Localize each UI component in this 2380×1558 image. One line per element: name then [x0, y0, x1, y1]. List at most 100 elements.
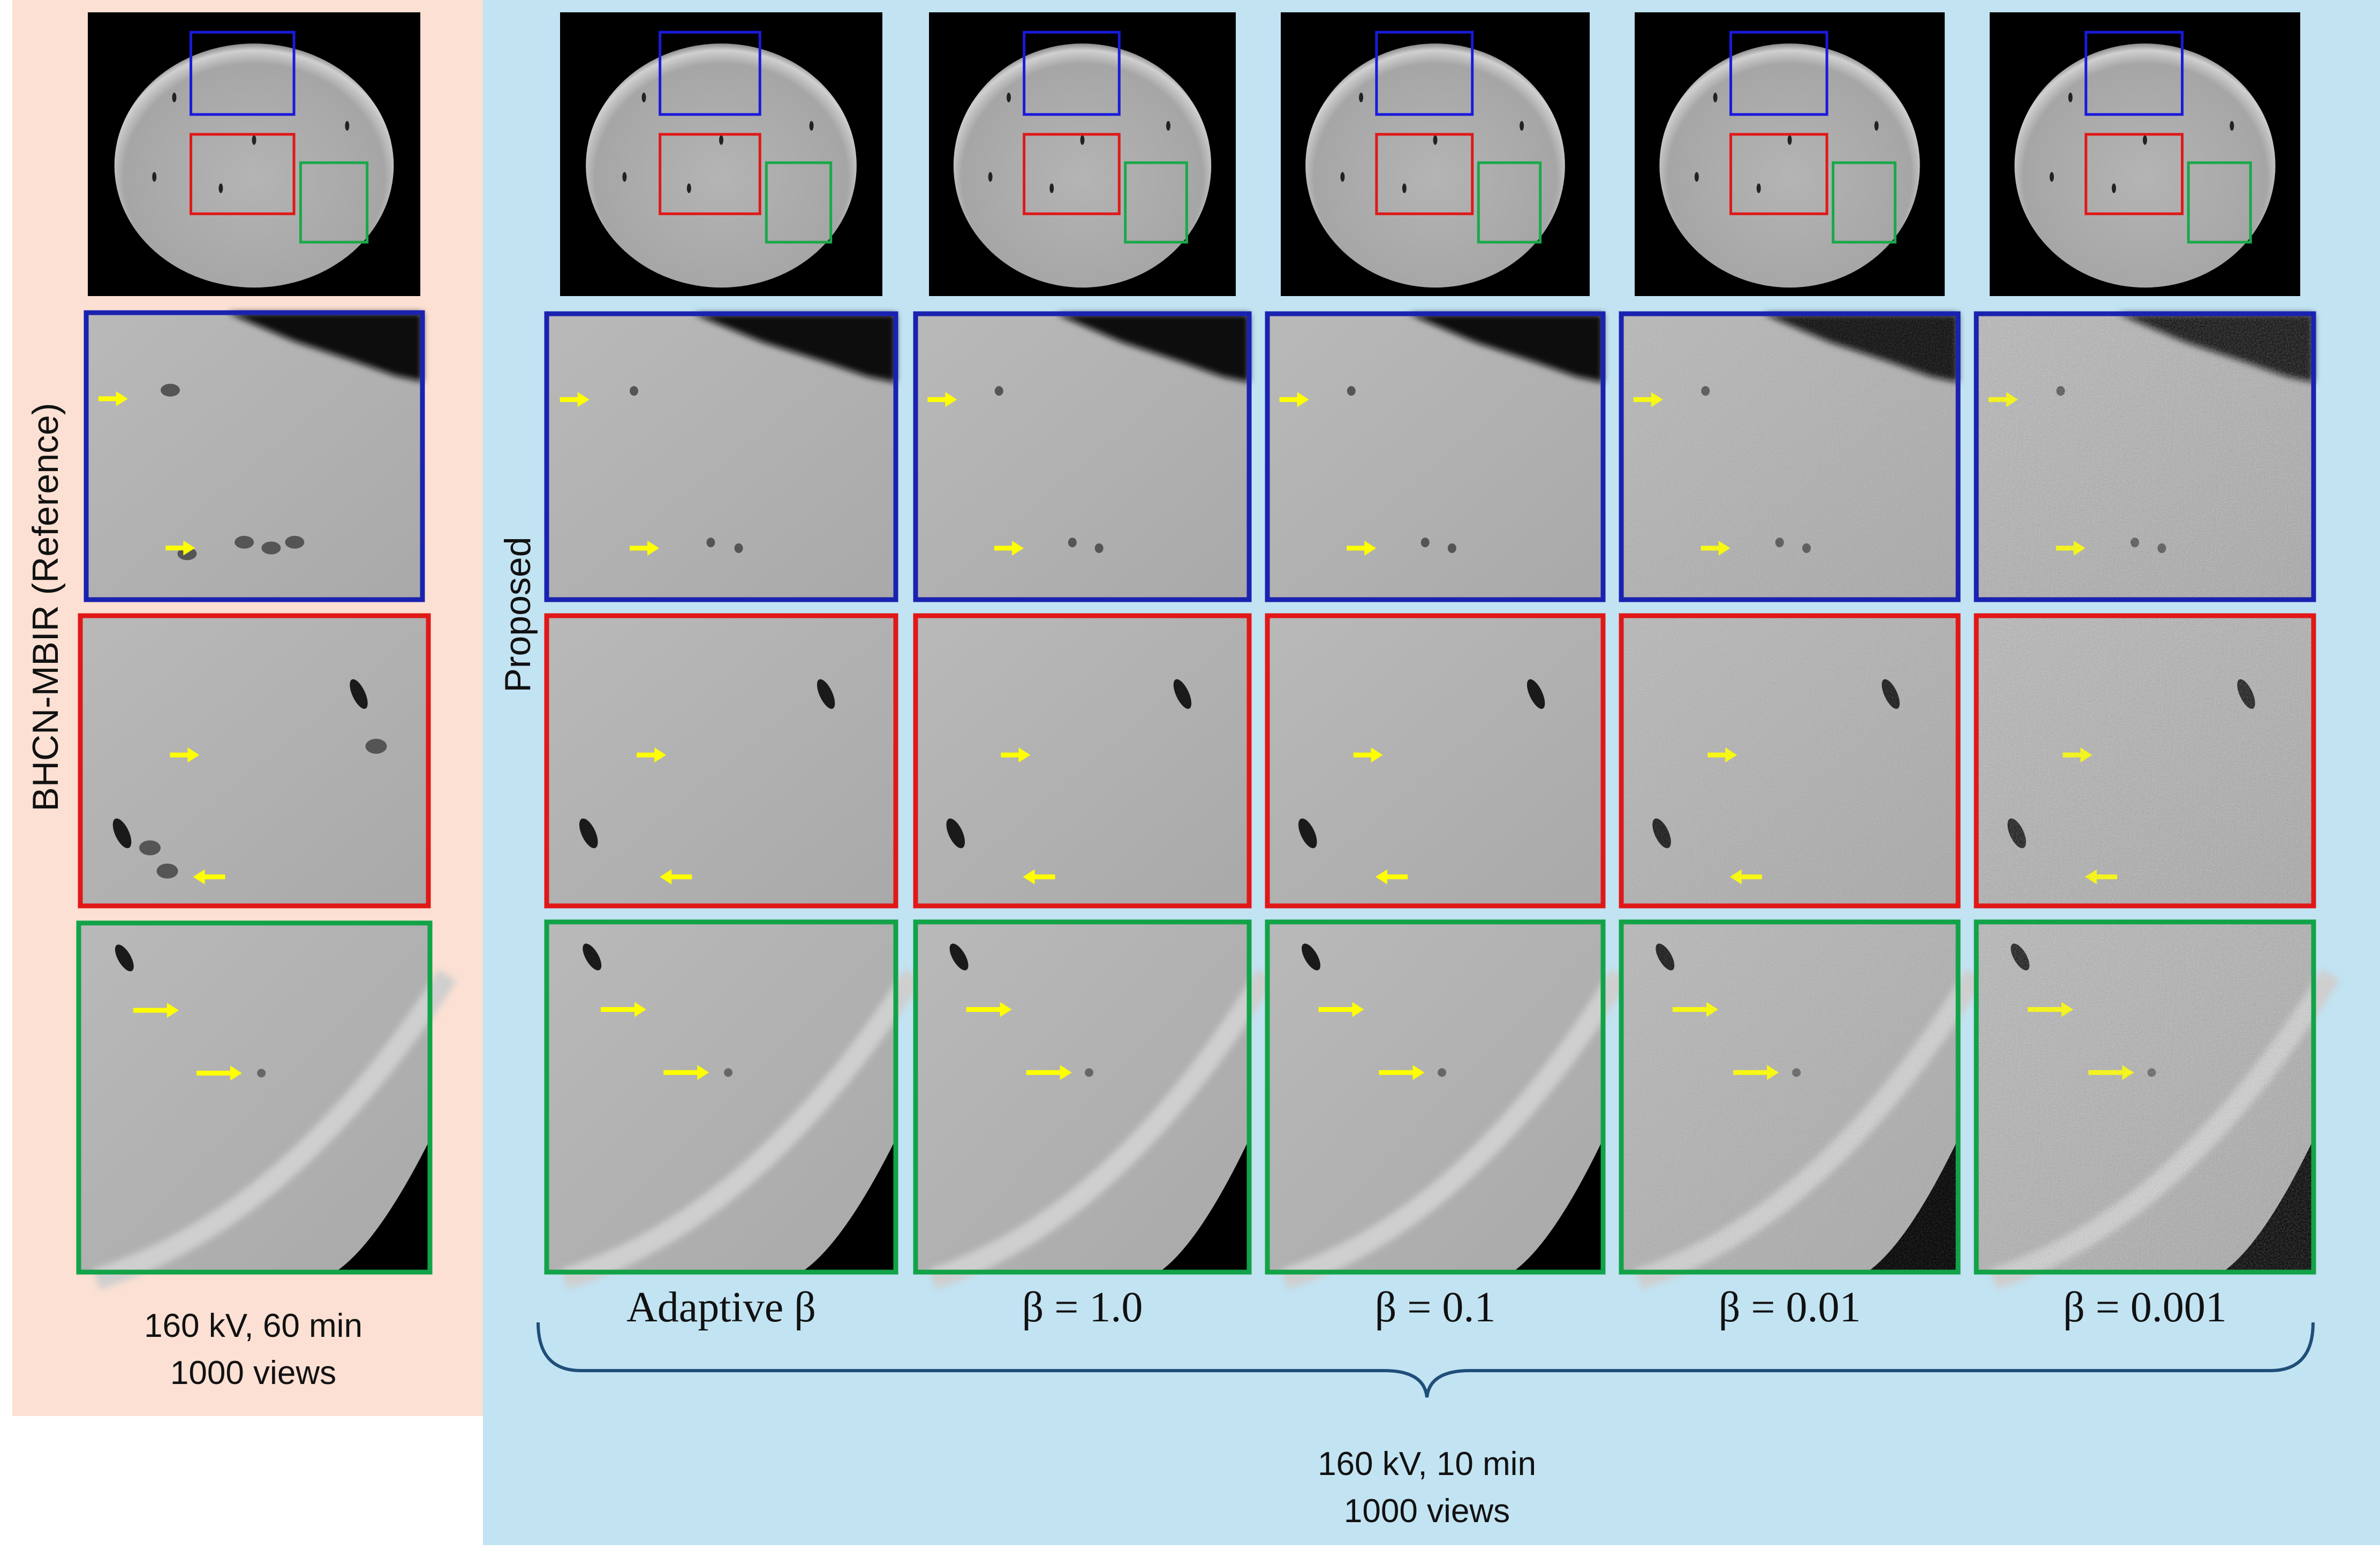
pore — [1520, 121, 1524, 131]
roi-box — [2187, 161, 2252, 244]
green-zoom — [1974, 919, 2340, 1290]
sample-disk — [586, 43, 857, 288]
zoom-frame — [544, 613, 898, 909]
red-zoom — [544, 613, 898, 909]
dark-edge — [1408, 314, 1603, 383]
pore — [817, 679, 835, 709]
arrow-head — [634, 1002, 646, 1017]
roi-box — [1729, 133, 1829, 215]
sample-disk — [114, 43, 394, 288]
pore — [177, 547, 197, 561]
pore — [583, 943, 602, 971]
dark-corner — [1512, 1139, 1603, 1272]
sample-disk — [1305, 43, 1565, 288]
noise — [1621, 922, 1958, 1272]
zoom-frame — [1974, 919, 2316, 1275]
proposed-caption: 160 kV, 10 min — [1318, 1446, 1536, 1483]
pore — [1447, 543, 1456, 553]
pore — [809, 121, 814, 131]
thumbnail — [1990, 12, 2300, 296]
roi-box — [1729, 31, 1829, 116]
proposed-caption: 1000 views — [1344, 1493, 1510, 1530]
pore — [1166, 121, 1170, 131]
rim-band — [928, 969, 1275, 1290]
arrow-head — [1018, 747, 1031, 763]
pore — [622, 172, 627, 182]
zoom-frame — [1619, 919, 1961, 1275]
pore — [172, 93, 177, 102]
dark-corner — [335, 1139, 430, 1272]
blue-zoom — [1619, 311, 1961, 602]
red-zoom — [1619, 613, 1961, 909]
pore — [706, 538, 715, 548]
pore — [1173, 679, 1192, 709]
zoom-frame — [1974, 311, 2316, 602]
pore — [1527, 679, 1545, 709]
noise — [1976, 922, 2314, 1272]
arrow-head — [167, 1003, 179, 1018]
arrow-head — [1412, 1065, 1425, 1080]
pore — [1433, 135, 1438, 145]
reference-caption: 1000 views — [170, 1355, 336, 1391]
zoom-bg — [916, 616, 1249, 906]
roi-box — [1477, 161, 1542, 244]
pore — [734, 543, 743, 553]
pore — [1049, 183, 1054, 193]
pore — [2050, 172, 2054, 182]
roi-box — [1375, 133, 1474, 215]
pore — [261, 541, 281, 555]
red-zoom — [1265, 613, 1606, 909]
cut-edge — [260, 12, 420, 154]
rim-band — [1281, 969, 1629, 1290]
pore — [1421, 538, 1430, 548]
pore — [345, 121, 350, 131]
roi-box — [190, 133, 296, 215]
dark-corner — [801, 1139, 896, 1272]
roi-box — [2084, 133, 2184, 215]
noise — [1976, 314, 2314, 600]
blue-zoom — [1974, 311, 2316, 602]
column-label: Adaptive β — [626, 1284, 816, 1331]
arrow-head — [193, 869, 205, 884]
thumbnail — [1635, 12, 1945, 296]
pore — [1094, 543, 1104, 553]
zoom-bg — [80, 616, 428, 906]
zoom-bg — [547, 616, 896, 906]
roi-box — [1832, 161, 1897, 244]
reference-caption: 160 kV, 60 min — [144, 1307, 362, 1344]
zoom-bg — [916, 922, 1249, 1272]
cut-edge — [1088, 12, 1236, 154]
red-zoom — [913, 613, 1252, 909]
thumbnail — [560, 12, 882, 296]
zoom-frame — [544, 311, 898, 602]
pore — [1438, 1068, 1447, 1077]
sample-disk — [953, 43, 1212, 288]
zoom-frame — [76, 920, 433, 1275]
brace — [537, 1322, 2315, 1398]
sample-disk — [2014, 43, 2276, 288]
pore — [1359, 93, 1364, 102]
thumbnail — [1281, 12, 1590, 296]
arrow-head — [577, 392, 590, 407]
blue-zoom — [1265, 311, 1606, 602]
pore — [365, 738, 387, 754]
zoom-frame — [1265, 919, 1606, 1275]
pore — [2068, 93, 2073, 102]
pore — [1694, 172, 1699, 182]
pore — [630, 386, 638, 396]
zoom-bg — [1267, 922, 1603, 1272]
roi-box — [190, 31, 296, 116]
pore — [1080, 135, 1085, 145]
pore — [719, 135, 723, 145]
noise — [1621, 616, 1958, 906]
zoom-bg — [1267, 616, 1603, 906]
dark-corner — [1159, 1139, 1249, 1272]
roi-box — [1023, 133, 1121, 215]
cut-edge — [2151, 12, 2300, 154]
pore — [1068, 538, 1077, 548]
pore — [988, 172, 993, 182]
cut-edge — [1441, 12, 1590, 154]
pore — [218, 183, 223, 193]
pore — [285, 535, 305, 549]
zoom-frame — [913, 613, 1252, 909]
